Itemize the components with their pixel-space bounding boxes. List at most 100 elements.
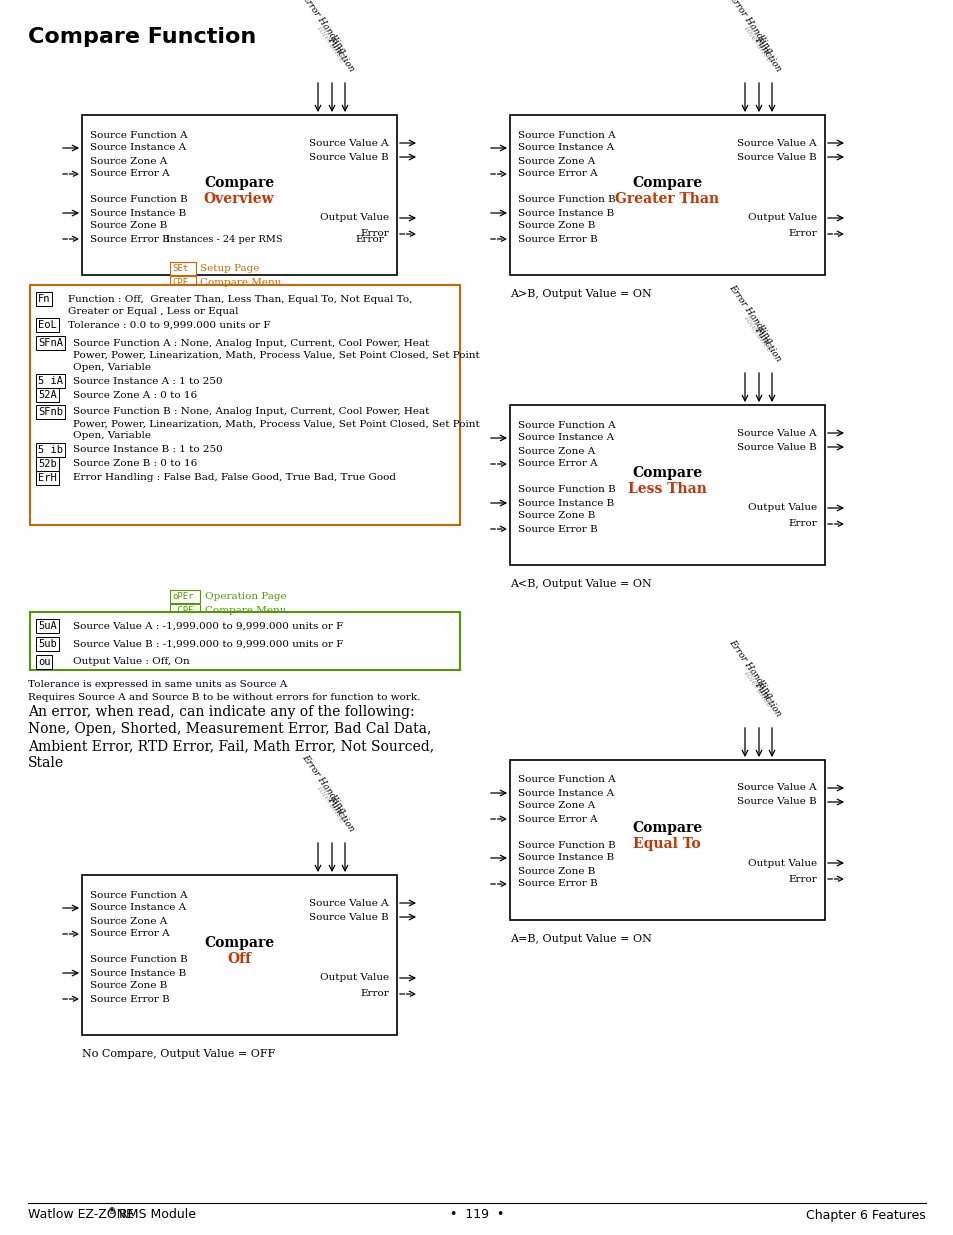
Text: Source Zone A: Source Zone A [90,916,167,925]
Text: Overview: Overview [204,191,274,206]
Text: Source Zone B: Source Zone B [517,221,595,231]
Text: Power, Power, Linearization, Math, Process Value, Set Point Closed, Set Point: Power, Power, Linearization, Math, Proce… [73,420,479,429]
Text: A=B, Output Value = ON: A=B, Output Value = ON [510,934,651,944]
Text: EoL: EoL [38,320,56,330]
Text: Source Instance A: Source Instance A [90,904,186,913]
Text: Tolerance : 0.0 to 9,999.000 units or F: Tolerance : 0.0 to 9,999.000 units or F [68,321,271,330]
Text: ®: ® [108,1208,116,1216]
Text: Tolerance: Tolerance [740,314,773,354]
Text: Compare Menu: Compare Menu [200,278,281,287]
Text: Source Value B : -1,999.000 to 9,999.000 units or F: Source Value B : -1,999.000 to 9,999.000… [73,640,343,648]
Text: SEt: SEt [172,264,188,273]
Text: Watlow EZ-ZONE: Watlow EZ-ZONE [28,1209,133,1221]
Text: Error: Error [360,989,389,999]
Text: Source Value B: Source Value B [309,913,389,921]
Text: Source Zone B: Source Zone B [90,221,167,231]
Text: Source Function A: Source Function A [90,890,188,899]
Text: Source Zone B: Source Zone B [517,511,595,520]
Text: Tolerance: Tolerance [314,783,347,825]
Text: Function: Function [752,325,782,363]
Text: Function: Function [326,35,356,73]
Text: Source Error B: Source Error B [90,994,170,1004]
Text: Source Function B: Source Function B [517,841,615,850]
Text: Tolerance: Tolerance [740,23,773,65]
Text: Output Value: Output Value [747,504,816,513]
Text: Source Function B: Source Function B [517,195,615,205]
Text: Error: Error [360,230,389,238]
Text: Source Instance A : 1 to 250: Source Instance A : 1 to 250 [73,377,222,385]
FancyBboxPatch shape [510,760,824,920]
FancyBboxPatch shape [170,262,195,275]
Text: Source Function A: Source Function A [517,420,615,430]
Text: Source Instance B: Source Instance B [517,209,614,217]
Text: Source Instance B: Source Instance B [90,968,186,977]
Text: Error: Error [355,235,384,243]
Text: Source Value A: Source Value A [737,138,816,147]
Text: Source Zone B : 0 to 16: Source Zone B : 0 to 16 [73,459,197,468]
FancyBboxPatch shape [170,275,195,289]
Text: Off: Off [227,952,251,966]
Text: Compare Menu: Compare Menu [205,606,286,615]
Text: CPE: CPE [172,606,193,615]
Text: Source Instance B: Source Instance B [517,853,614,862]
Text: Compare Function: Compare Function [28,27,256,47]
Text: 52A: 52A [38,390,56,400]
Text: Source Instance B: Source Instance B [517,499,614,508]
Text: Source Error A: Source Error A [517,169,597,179]
Text: Compare: Compare [204,177,274,190]
Text: Source Function B: Source Function B [90,956,188,965]
Text: Error Handling : False Bad, False Good, True Bad, True Good: Error Handling : False Bad, False Good, … [73,473,395,483]
Text: Source Zone A: Source Zone A [517,802,595,810]
Text: Source Instance B: Source Instance B [90,209,186,217]
Text: Source Value B: Source Value B [737,442,816,452]
Text: Source Instance A: Source Instance A [517,143,614,152]
Text: Output Value: Output Value [319,973,389,983]
Text: Compare: Compare [631,177,701,190]
Text: Compare: Compare [631,821,701,835]
Text: Source Function A : None, Analog Input, Current, Cool Power, Heat: Source Function A : None, Analog Input, … [73,338,429,347]
Text: Function: Function [752,35,782,73]
Text: Greater or Equal , Less or Equal: Greater or Equal , Less or Equal [68,306,238,315]
FancyBboxPatch shape [82,115,396,275]
Text: 5uA: 5uA [38,621,56,631]
Text: SFnb: SFnb [38,408,63,417]
Text: Fn: Fn [38,294,51,304]
Text: Output Value : Off, On: Output Value : Off, On [73,657,190,667]
Text: Source Zone B: Source Zone B [517,867,595,876]
Text: Source Instance A: Source Instance A [517,788,614,798]
Text: Compare: Compare [631,466,701,480]
Text: A<B, Output Value = ON: A<B, Output Value = ON [510,579,651,589]
Text: 5 iA: 5 iA [38,375,63,387]
Text: Output Value: Output Value [319,214,389,222]
Text: Source Function A: Source Function A [517,131,615,140]
Text: Error Handling: Error Handling [726,283,774,345]
Text: Compare: Compare [204,936,274,950]
Text: Source Function A: Source Function A [90,131,188,140]
FancyBboxPatch shape [30,613,459,671]
Text: Power, Power, Linearization, Math, Process Value, Set Point Closed, Set Point: Power, Power, Linearization, Math, Proce… [73,351,479,359]
Text: Tolerance: Tolerance [314,23,347,65]
Text: Error Handling: Error Handling [299,753,347,815]
Text: Source Zone B: Source Zone B [90,982,167,990]
Text: Setup Page: Setup Page [200,264,259,273]
Text: Source Value A: Source Value A [309,138,389,147]
Text: Source Function B: Source Function B [517,485,615,494]
Text: Tolerance: Tolerance [740,668,773,710]
Text: Function: Function [326,795,356,832]
Text: No Compare, Output Value = OFF: No Compare, Output Value = OFF [82,1049,275,1058]
Text: Operation Page: Operation Page [205,592,286,601]
Text: Source Value A : -1,999.000 to 9,999.000 units or F: Source Value A : -1,999.000 to 9,999.000… [73,621,343,631]
Text: Source Value B: Source Value B [309,152,389,162]
Text: 52b: 52b [38,459,56,469]
Text: Requires Source A and Source B to be without errors for function to work.: Requires Source A and Source B to be wit… [28,693,420,701]
Text: Function : Off,  Greater Than, Less Than, Equal To, Not Equal To,: Function : Off, Greater Than, Less Than,… [68,294,412,304]
FancyBboxPatch shape [170,590,200,603]
Text: Source Value A: Source Value A [309,899,389,908]
Text: SFnA: SFnA [38,338,63,348]
Text: Source Instance A: Source Instance A [90,143,186,152]
Text: Instances - 24 per RMS: Instances - 24 per RMS [166,235,282,243]
Text: Source Zone A: Source Zone A [517,447,595,456]
Text: Source Zone A : 0 to 16: Source Zone A : 0 to 16 [73,390,197,399]
Text: Function: Function [752,679,782,718]
Text: Tolerance is expressed in same units as Source A: Tolerance is expressed in same units as … [28,680,287,689]
